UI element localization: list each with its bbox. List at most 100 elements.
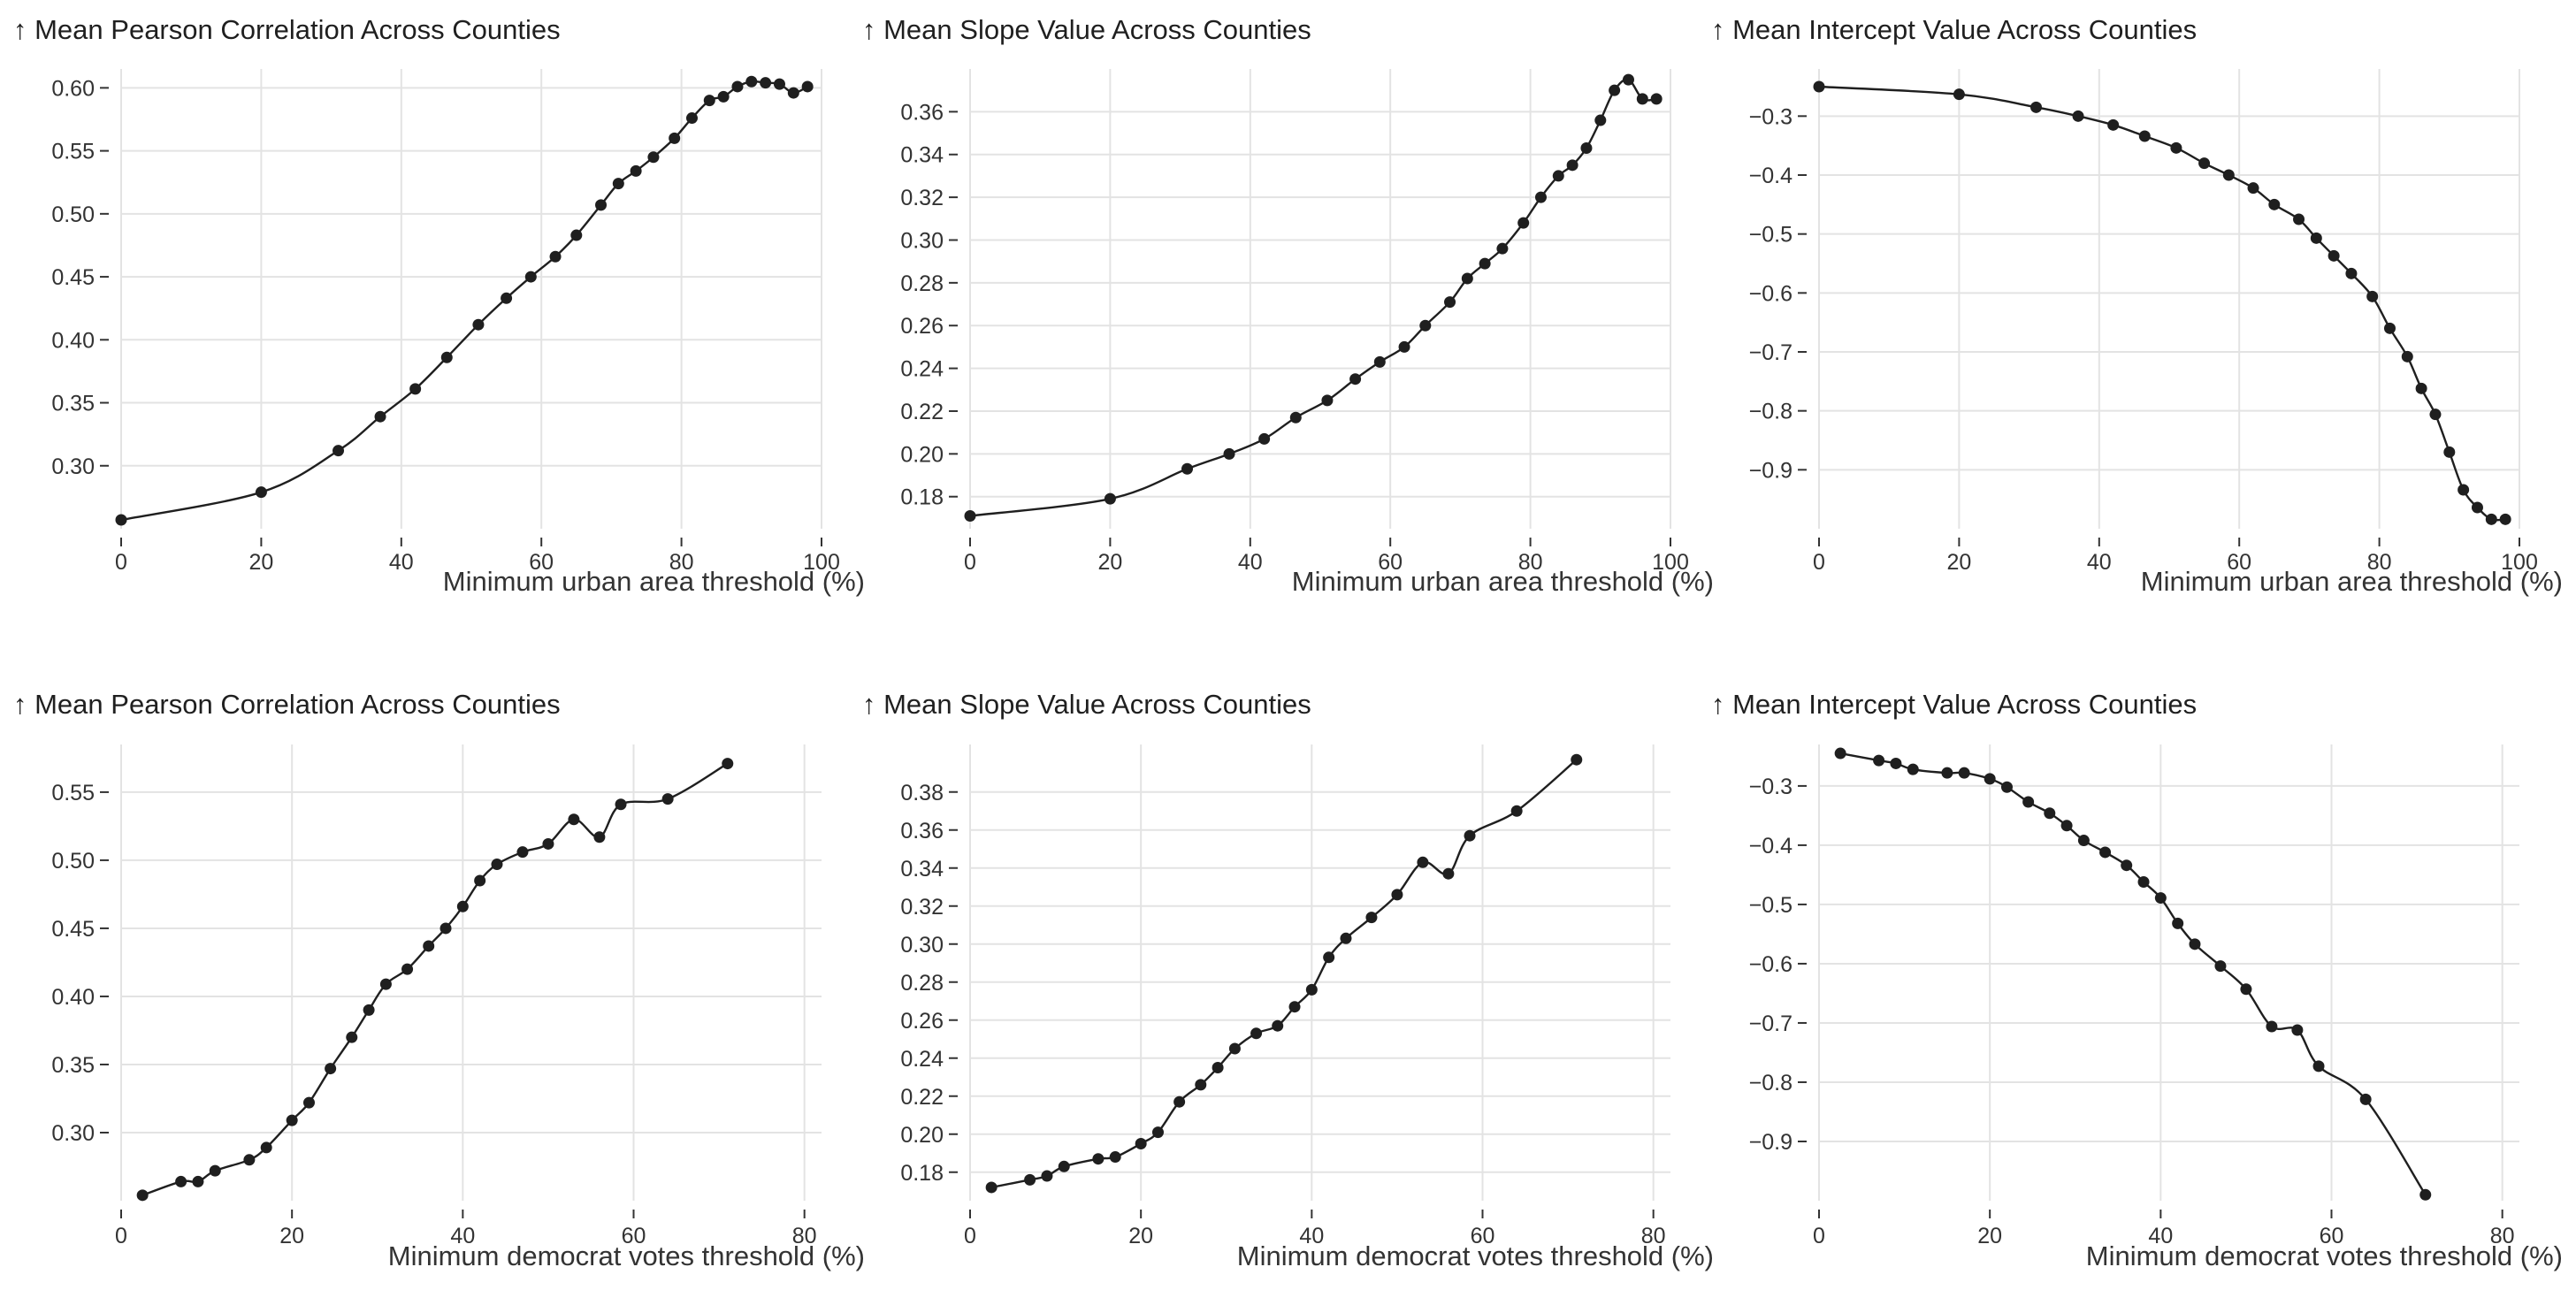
data-point: [1195, 1079, 1207, 1091]
y-tick-label: 0.22: [900, 400, 944, 424]
data-point: [1890, 757, 1902, 769]
data-point: [2222, 169, 2235, 181]
data-point: [1321, 394, 1334, 407]
data-point: [1650, 93, 1663, 105]
data-point: [2429, 408, 2442, 421]
data-point: [685, 112, 698, 125]
y-tick-label: 0.45: [51, 917, 95, 942]
data-point: [1594, 114, 1607, 126]
data-point: [1373, 355, 1386, 368]
x-tick-label: 60: [529, 550, 554, 575]
data-point: [401, 963, 414, 975]
x-tick-label: 0: [115, 550, 127, 575]
data-point: [1907, 763, 1919, 775]
data-point: [2000, 781, 2013, 793]
data-point: [1517, 217, 1530, 229]
x-tick-label: 80: [1518, 550, 1543, 575]
data-point: [2072, 110, 2084, 122]
y-tick-label: 0.28: [900, 271, 944, 296]
data-point: [1496, 242, 1509, 255]
x-tick-label: 20: [1977, 1224, 2002, 1248]
data-point: [2291, 1024, 2304, 1036]
data-point: [1041, 1170, 1053, 1182]
x-tick-label: 60: [1378, 550, 1403, 575]
data-point: [423, 940, 435, 952]
data-point: [1461, 272, 1473, 285]
data-point: [243, 1154, 256, 1166]
data-point: [2293, 213, 2305, 225]
chart-panel-4: ↑ Mean Pearson Correlation Across Counti…: [13, 689, 865, 1271]
y-tick-label: −0.5: [1749, 223, 1792, 248]
data-point: [501, 292, 513, 304]
data-point: [363, 1004, 375, 1016]
data-point: [2121, 859, 2133, 872]
data-point: [669, 132, 681, 144]
data-point: [2240, 983, 2252, 996]
series-line: [990, 759, 1578, 1189]
chart-title: ↑ Mean Intercept Value Across Counties: [1711, 14, 2197, 45]
x-tick-label: 20: [279, 1224, 304, 1248]
y-tick-label: −0.4: [1749, 164, 1792, 188]
data-point: [2268, 198, 2281, 210]
data-point: [516, 846, 529, 859]
x-tick-label: 20: [1946, 550, 1971, 575]
data-point: [379, 978, 392, 990]
y-tick-label: −0.7: [1749, 340, 1792, 365]
chart-panel-1: ↑ Mean Pearson Correlation Across Counti…: [13, 14, 865, 597]
data-point: [985, 1181, 998, 1194]
x-tick-label: 40: [2148, 1224, 2173, 1248]
data-point: [472, 318, 485, 331]
data-point: [1365, 912, 1378, 924]
chart-title: ↑ Mean Intercept Value Across Counties: [1711, 689, 2197, 720]
y-tick-label: 0.38: [900, 781, 944, 805]
data-point: [2401, 350, 2413, 363]
data-point: [2060, 820, 2073, 832]
data-point: [568, 813, 580, 826]
data-point: [2383, 322, 2396, 334]
series-line: [141, 762, 729, 1196]
data-point: [2022, 796, 2035, 808]
data-point: [1571, 753, 1583, 766]
data-point: [1984, 773, 1996, 785]
y-tick-label: 0.32: [900, 186, 944, 210]
data-point: [1250, 1027, 1263, 1040]
data-point: [175, 1175, 187, 1187]
data-point: [745, 75, 758, 88]
y-tick-label: 0.30: [900, 933, 944, 958]
data-point: [192, 1175, 204, 1187]
data-point: [1391, 889, 1403, 901]
data-point: [1873, 754, 1885, 767]
data-point: [1109, 1151, 1121, 1164]
x-tick-label: 100: [803, 550, 840, 575]
x-tick-label: 80: [792, 1224, 817, 1248]
data-point: [1092, 1153, 1105, 1165]
data-point: [549, 250, 562, 263]
data-point: [2266, 1020, 2278, 1033]
x-tick-label: 80: [2367, 550, 2392, 575]
data-point: [2443, 446, 2456, 458]
data-point: [2170, 141, 2182, 154]
y-tick-label: 0.18: [900, 485, 944, 510]
data-point: [1258, 432, 1271, 445]
data-point: [2458, 484, 2470, 496]
x-tick-label: 80: [669, 550, 694, 575]
series-line: [1839, 752, 2427, 1195]
data-point: [593, 831, 606, 843]
data-point: [1340, 932, 1352, 944]
data-point: [2499, 513, 2511, 525]
data-point: [1479, 257, 1491, 270]
data-point: [964, 509, 976, 522]
x-tick-label: 0: [1813, 1224, 1825, 1248]
data-point: [2366, 290, 2379, 302]
data-point: [440, 351, 453, 363]
data-point: [1288, 1001, 1301, 1013]
data-point: [1510, 805, 1523, 817]
chart-title: ↑ Mean Slope Value Across Counties: [862, 14, 1311, 45]
data-point: [209, 1164, 221, 1177]
data-point: [1419, 319, 1432, 332]
y-tick-label: −0.8: [1749, 1071, 1792, 1095]
data-point: [456, 900, 469, 912]
data-point: [2214, 960, 2227, 973]
data-point: [440, 922, 452, 935]
data-point: [1953, 88, 1965, 101]
